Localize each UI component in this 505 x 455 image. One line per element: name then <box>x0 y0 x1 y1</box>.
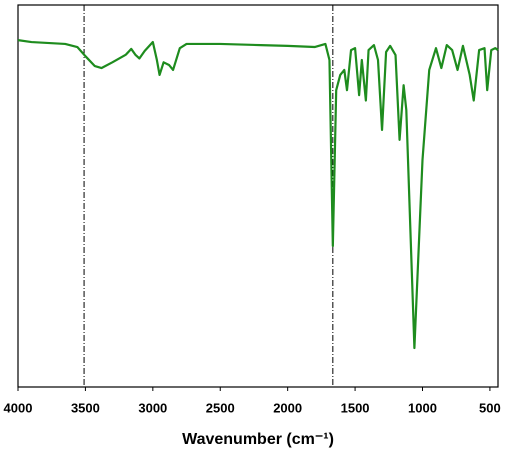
x-tick-label: 1500 <box>341 400 370 415</box>
plot-frame <box>17 4 499 388</box>
x-axis-label: Wavenumber (cm⁻¹) <box>182 431 334 448</box>
x-tick-label: 1000 <box>408 400 437 415</box>
x-tick-label: 500 <box>479 400 501 415</box>
x-tick-label: 2000 <box>273 400 302 415</box>
x-tick-label: 3500 <box>71 400 100 415</box>
x-tick-label: 2500 <box>206 400 235 415</box>
x-tick-label: 4000 <box>4 400 33 415</box>
spectrum-line <box>17 39 499 350</box>
x-tick-label: 3000 <box>138 400 167 415</box>
